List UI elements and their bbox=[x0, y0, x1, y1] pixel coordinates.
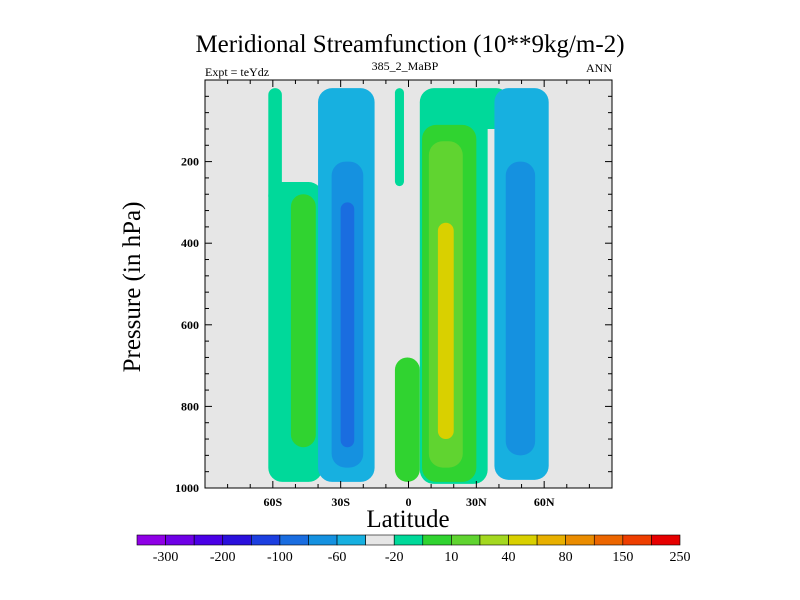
y-tick-label: 800 bbox=[181, 399, 199, 413]
x-tick-label: 60S bbox=[263, 495, 282, 509]
colorbar-swatch bbox=[136, 534, 166, 546]
colorbar-swatch bbox=[651, 534, 681, 546]
contour-region-north-hadley-core bbox=[437, 222, 454, 440]
colorbar-swatch bbox=[536, 534, 566, 546]
colorbar-tick-label: -300 bbox=[153, 550, 179, 565]
colorbar-tick-label: 80 bbox=[559, 550, 573, 565]
colorbar-tick-label: 10 bbox=[444, 550, 458, 565]
colorbar-swatch bbox=[251, 534, 281, 546]
colorbar-swatch bbox=[479, 534, 509, 546]
colorbar-swatch bbox=[451, 534, 481, 546]
contour-region-equatorial-upper-streak bbox=[394, 88, 404, 187]
colorbar-tick-label: -100 bbox=[267, 550, 293, 565]
colorbar-tick-label: 40 bbox=[502, 550, 516, 565]
x-axis-title: Latitude bbox=[366, 506, 449, 533]
colorbar-swatch bbox=[308, 534, 338, 546]
contour-region-northern-ferrel-core bbox=[505, 161, 536, 456]
contour-region-southern-ferrel-core bbox=[290, 194, 316, 448]
contour-region-south-hadley-core bbox=[340, 202, 355, 448]
season-label: ANN bbox=[586, 61, 612, 75]
colorbar-tick-label: 250 bbox=[670, 550, 691, 565]
contour-region-upper-strat-south-band bbox=[268, 88, 282, 203]
colorbar-swatch bbox=[222, 534, 252, 546]
colorbar-tick-label: -200 bbox=[210, 550, 236, 565]
y-tick-label: 600 bbox=[181, 318, 199, 332]
x-tick-label: 30S bbox=[331, 495, 350, 509]
colorbar-swatch bbox=[622, 534, 652, 546]
plot-area: 60S 30S 0 30N 60N 200 400 600 800 1000 bbox=[175, 79, 613, 509]
colorbar-tick-label: -20 bbox=[385, 550, 404, 565]
x-tick-label: 0 bbox=[406, 495, 412, 509]
y-tick-label: 1000 bbox=[175, 481, 199, 495]
x-tick-label: 60N bbox=[534, 495, 555, 509]
colorbar: -300 -200 -100 -60 -20 10 40 80 150 250 bbox=[136, 534, 691, 565]
colorbar-swatch bbox=[393, 534, 424, 546]
colorbar-swatch bbox=[279, 534, 309, 546]
period-label: 385_2_MaBP bbox=[372, 59, 439, 73]
contour-region-equatorial-lower-cell bbox=[394, 357, 420, 482]
colorbar-swatch bbox=[593, 534, 624, 546]
y-tick-label: 200 bbox=[181, 155, 199, 169]
colorbar-swatch bbox=[565, 534, 595, 546]
contour-regions bbox=[268, 88, 549, 484]
axis-ticks: 60S 30S 0 30N 60N 200 400 600 800 1000 bbox=[175, 80, 612, 509]
experiment-label: Expt = teYdz bbox=[205, 65, 269, 79]
colorbar-swatch bbox=[365, 534, 395, 546]
colorbar-tick-label: 150 bbox=[612, 550, 633, 565]
colorbar-swatch bbox=[508, 534, 538, 546]
colorbar-swatch bbox=[336, 534, 366, 546]
colorbar-tick-label: -60 bbox=[328, 550, 347, 565]
chart-title: Meridional Streamfunction (10**9kg/m-2) bbox=[195, 31, 624, 58]
colorbar-swatch bbox=[422, 534, 452, 546]
colorbar-swatch bbox=[165, 534, 195, 546]
y-axis-title: Pressure (in hPa) bbox=[119, 202, 146, 373]
y-tick-label: 400 bbox=[181, 236, 199, 250]
colorbar-swatch bbox=[193, 534, 224, 546]
x-tick-label: 30N bbox=[466, 495, 487, 509]
